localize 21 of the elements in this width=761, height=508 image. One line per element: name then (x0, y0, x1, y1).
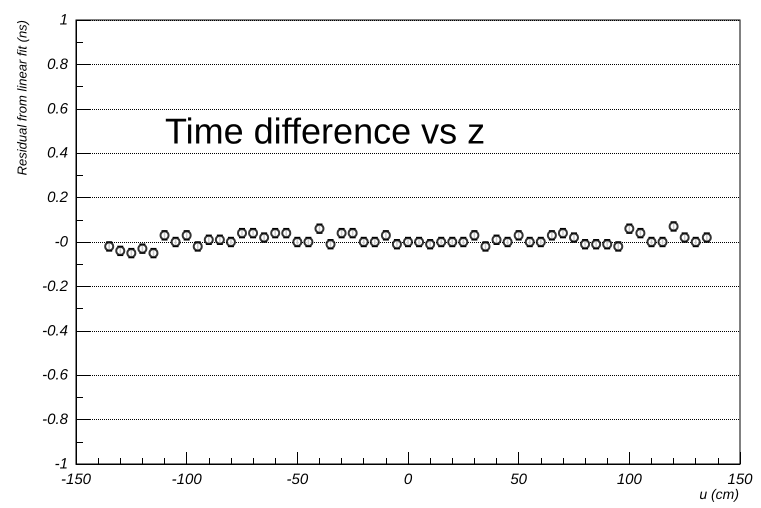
y-tick-label: 0.4 (47, 144, 68, 162)
y-tick-label: 1 (60, 12, 68, 28)
x-axis-title: u (cm) (699, 486, 740, 502)
x-tick-label: 100 (616, 471, 642, 488)
text: Time difference vs z (165, 110, 486, 152)
x-tick-label: -100 (172, 471, 202, 488)
y-tick-label: -0.6 (42, 366, 69, 384)
y-tick-label: 0.8 (47, 56, 69, 73)
x-tick-label: 150 (727, 471, 754, 488)
y-tick-label: -0 (54, 234, 69, 250)
x-tick-label: -150 (60, 471, 92, 488)
x-tick-label: 50 (510, 471, 528, 488)
y-tick-label: -0.4 (42, 322, 68, 340)
y-tick-label: -1 (54, 456, 68, 472)
y-tick-label: -0.8 (42, 411, 69, 428)
y-tick-label: 0.6 (47, 100, 69, 118)
y-tick-label: 0.2 (47, 189, 69, 206)
x-tick-label: -50 (286, 471, 309, 488)
x-tick-label: 0 (404, 471, 413, 488)
y-axis-title: Residual from linear fit (ns) (14, 20, 30, 176)
y-tick-label: -0.2 (42, 278, 69, 295)
